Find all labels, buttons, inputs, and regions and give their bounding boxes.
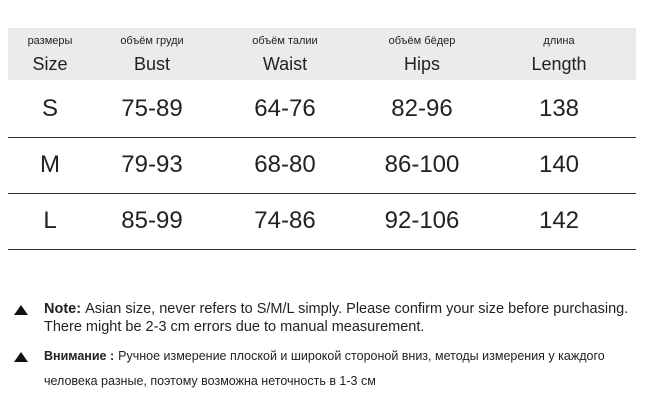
table-row: S 75-89 64-76 82-96 138 (8, 81, 636, 138)
note-text: Ручное измерение плоской и широкой сторо… (44, 349, 605, 388)
triangle-icon (14, 305, 28, 315)
note-text: Asian size, never refers to S/M/L simply… (44, 301, 629, 335)
table-cell: S (41, 95, 58, 122)
note-label: Внимание : (44, 349, 115, 363)
table-row: L 85-99 74-86 92-106 142 (8, 193, 636, 250)
table-cell: 75-89 (121, 95, 183, 122)
table-cell: 79-93 (121, 151, 183, 178)
note-body: Note: Asian size, never refers to S/M/L s… (44, 300, 644, 336)
header-ru: длина (543, 35, 575, 47)
note: Note: Asian size, never refers to S/M/L s… (14, 300, 644, 336)
note: Внимание : Ручное измерение плоской и шир… (14, 344, 654, 394)
table-cell: 140 (538, 151, 580, 178)
table-cell: 74-86 (254, 207, 316, 234)
table-cell: 64-76 (254, 95, 316, 122)
header-en: Hips (403, 54, 440, 74)
header-ru: объём бёдер (388, 35, 456, 47)
table-cell: 92-106 (384, 207, 460, 234)
header-en: Waist (262, 54, 308, 74)
header-ru: размеры (27, 35, 73, 47)
header-ru: объём талии (252, 35, 318, 47)
header-en: Length (531, 54, 587, 74)
note-label: Note: (44, 301, 82, 317)
table-cell: 82-96 (391, 95, 453, 122)
table-cell: 138 (538, 95, 580, 122)
table-cell: 68-80 (254, 151, 316, 178)
table-cell: 86-100 (384, 151, 460, 178)
table-cell: 85-99 (121, 207, 183, 234)
header-en: Bust (133, 54, 171, 74)
table-cell: L (43, 207, 57, 234)
table-cell: M (40, 151, 60, 178)
header-en: Size (32, 54, 68, 74)
note-body: Внимание : Ручное измерение плоской и шир… (44, 344, 654, 394)
header-ru: объём груди (120, 35, 184, 47)
triangle-icon (14, 352, 28, 362)
table-cell: 142 (538, 207, 580, 234)
table-header: размеры Size объём груди Bust объём талии W… (8, 28, 636, 80)
table-row: M 79-93 68-80 86-100 140 (8, 137, 636, 194)
